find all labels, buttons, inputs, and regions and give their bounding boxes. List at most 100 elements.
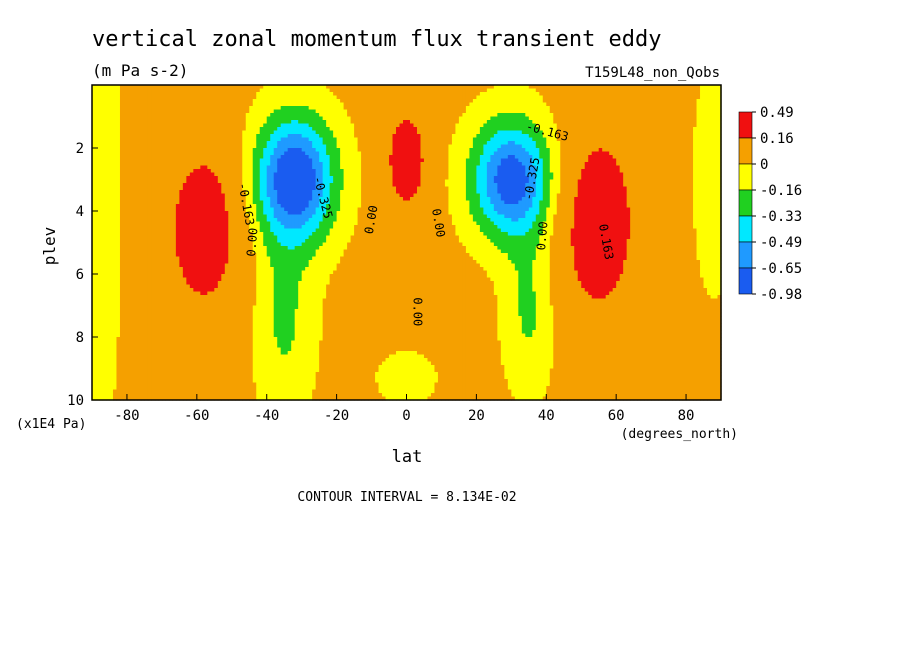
contour-cell [364,88,369,93]
contour-cell [378,148,383,153]
contour-cell [217,141,222,146]
contour-cell [207,99,212,104]
contour-cell [700,155,705,160]
contour-cell [126,155,132,160]
contour-cell [486,169,491,174]
contour-cell [203,95,208,100]
contour-cell [196,179,201,184]
contour-cell [553,99,558,104]
contour-cell [563,162,568,167]
contour-cell [298,169,303,174]
contour-cell [151,169,156,174]
contour-cell [539,116,544,121]
contour-cell [291,148,296,153]
contour-cell [256,99,261,104]
contour-cell [486,162,491,167]
contour-cell [287,162,292,167]
contour-cell [389,137,394,142]
contour-cell [696,141,701,146]
contour-cell [717,95,722,100]
contour-cell [116,102,121,107]
contour-cell [378,165,383,170]
contour-cell [560,155,565,160]
contour-cell [689,92,694,97]
contour-cell [469,113,474,118]
contour-cell [144,88,149,93]
contour-cell [235,120,240,125]
contour-cell [161,137,166,142]
contour-cell [710,144,715,149]
contour-cell [287,169,292,174]
contour-cell [364,99,369,104]
contour-cell [479,99,484,104]
contour-cell [371,92,376,97]
contour-cell [151,120,156,125]
contour-cell [291,169,296,174]
contour-cell [406,172,411,177]
contour-cell [144,127,149,132]
contour-cell [403,106,408,111]
contour-cell [570,95,575,100]
contour-cell [546,127,551,132]
contour-cell [221,130,226,135]
contour-cell [490,158,495,163]
contour-cell [584,95,589,100]
contour-cell [298,106,303,111]
contour-cell [560,158,565,163]
contour-cell [605,134,610,139]
contour-cell [95,116,100,121]
contour-cell [298,92,303,97]
contour-cell [430,95,436,100]
contour-cell [546,165,551,170]
contour-cell [221,151,226,156]
contour-cell [123,151,128,156]
contour-cell [238,102,243,107]
contour-cell [179,172,184,177]
contour-cell [319,144,324,149]
contour-cell [710,85,715,90]
contour-cell [591,106,596,111]
units-label: (m Pa s-2) [92,61,188,80]
contour-cell [210,127,215,132]
contour-cell [396,151,401,156]
contour-cell [326,109,331,114]
contour-cell [507,102,512,107]
contour-cell [507,106,512,111]
contour-cell [532,95,537,100]
contour-cell [472,172,477,177]
contour-cell [626,116,631,121]
contour-cell [193,109,198,114]
contour-cell [301,134,306,139]
contour-cell [284,169,289,174]
contour-cell [479,141,484,146]
contour-cell [647,151,652,156]
contour-cell [427,134,432,139]
contour-cell [382,179,387,184]
contour-cell [242,169,247,174]
contour-cell [301,102,306,107]
contour-cell [465,162,470,167]
contour-cell [616,165,621,170]
contour-cell [305,102,310,107]
contour-cell [560,88,565,93]
contour-cell [196,155,201,160]
contour-cell [689,172,694,177]
contour-cell [256,88,261,93]
contour-cell [305,141,310,146]
contour-cell [413,144,418,149]
contour-cell [354,151,359,156]
contour-cell [242,92,247,97]
contour-cell [368,165,373,170]
contour-cell [483,162,488,167]
contour-cell [256,179,261,184]
contour-cell [672,155,677,160]
contour-cell [305,148,310,153]
contour-cell [392,92,397,97]
contour-cell [266,155,271,160]
contour-cell [539,172,544,177]
contour-cell [427,123,432,128]
contour-cell [423,155,429,160]
contour-cell [500,162,505,167]
contour-cell [486,179,491,184]
contour-cell [326,99,331,104]
